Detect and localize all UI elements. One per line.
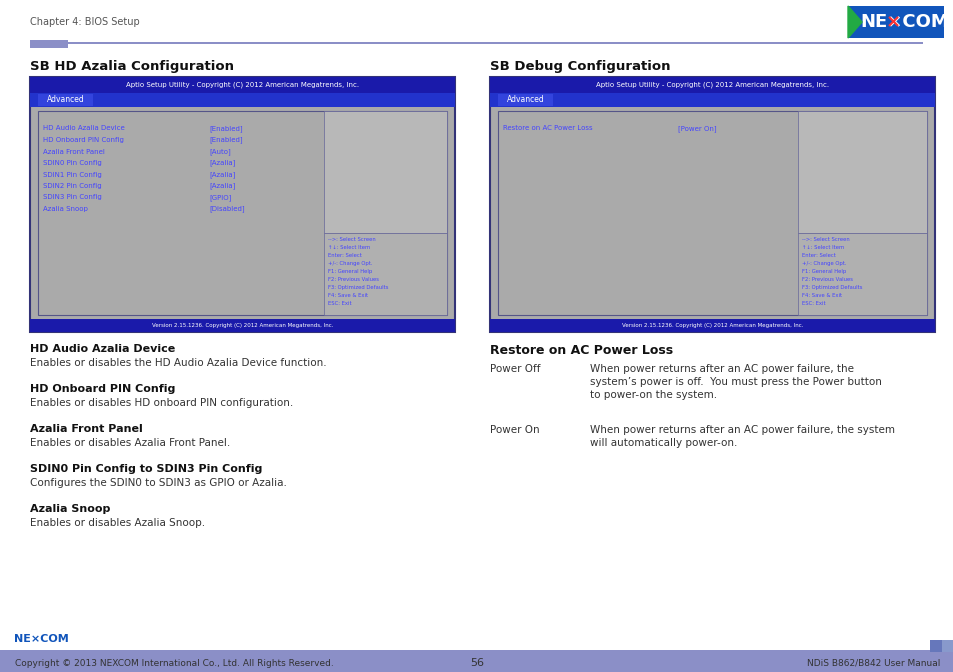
Text: -->: Select Screen: -->: Select Screen xyxy=(328,237,375,243)
Text: Power Off: Power Off xyxy=(490,364,540,374)
Text: [GPIO]: [GPIO] xyxy=(210,194,232,201)
Text: Restore on AC Power Loss: Restore on AC Power Loss xyxy=(490,344,673,357)
Bar xyxy=(38,111,447,315)
Text: SB HD Azalia Configuration: SB HD Azalia Configuration xyxy=(30,60,233,73)
Text: Advanced: Advanced xyxy=(506,95,544,105)
Bar xyxy=(30,40,68,48)
Text: [Enabled]: [Enabled] xyxy=(210,136,243,143)
Text: F3: Optimized Defaults: F3: Optimized Defaults xyxy=(801,286,862,290)
Bar xyxy=(30,77,455,332)
Text: ↑↓: Select Item: ↑↓: Select Item xyxy=(801,245,843,251)
Text: F1: General Help: F1: General Help xyxy=(328,269,373,274)
Text: [Azalia]: [Azalia] xyxy=(210,160,236,167)
Text: Azalia Snoop: Azalia Snoop xyxy=(43,206,88,212)
Text: NE×COM: NE×COM xyxy=(860,13,948,31)
Text: +/-: Change Opt.: +/-: Change Opt. xyxy=(801,261,846,266)
Text: HD Audio Azalia Device: HD Audio Azalia Device xyxy=(30,344,175,354)
Text: Version 2.15.1236. Copyright (C) 2012 American Megatrends, Inc.: Version 2.15.1236. Copyright (C) 2012 Am… xyxy=(621,323,802,328)
Text: HD Audio Azalia Device: HD Audio Azalia Device xyxy=(43,126,125,132)
Bar xyxy=(941,640,953,652)
Text: Enables or disables HD onboard PIN configuration.: Enables or disables HD onboard PIN confi… xyxy=(30,398,293,408)
Text: -->: Select Screen: -->: Select Screen xyxy=(801,237,849,243)
Text: NE×COM: NE×COM xyxy=(13,634,69,644)
Text: When power returns after an AC power failure, the system: When power returns after an AC power fai… xyxy=(589,425,894,435)
Text: Enables or disables Azalia Front Panel.: Enables or disables Azalia Front Panel. xyxy=(30,438,230,448)
Text: ESC: Exit: ESC: Exit xyxy=(801,302,825,306)
Bar xyxy=(929,640,941,652)
Text: will automatically power-on.: will automatically power-on. xyxy=(589,438,737,448)
Bar xyxy=(0,650,953,672)
Text: Chapter 4: BIOS Setup: Chapter 4: BIOS Setup xyxy=(30,17,139,27)
Bar xyxy=(38,94,92,106)
Bar xyxy=(490,77,934,332)
Bar xyxy=(10,630,71,648)
Text: Power On: Power On xyxy=(490,425,539,435)
Text: [Azalia]: [Azalia] xyxy=(210,183,236,190)
Bar xyxy=(798,233,926,315)
Text: Enables or disables Azalia Snoop.: Enables or disables Azalia Snoop. xyxy=(30,518,205,528)
Text: HD Onboard PIN Config: HD Onboard PIN Config xyxy=(43,137,124,143)
Text: SDIN0 Pin Config: SDIN0 Pin Config xyxy=(43,160,102,166)
Bar xyxy=(30,42,923,44)
Text: NDiS B862/B842 User Manual: NDiS B862/B842 User Manual xyxy=(806,659,939,667)
Text: SDIN1 Pin Config: SDIN1 Pin Config xyxy=(43,171,102,177)
Polygon shape xyxy=(847,6,862,38)
Text: F4: Save & Exit: F4: Save & Exit xyxy=(328,294,368,298)
Text: ESC: Exit: ESC: Exit xyxy=(328,302,352,306)
Text: Aptio Setup Utility - Copyright (C) 2012 American Megatrends, Inc.: Aptio Setup Utility - Copyright (C) 2012… xyxy=(596,82,828,88)
Text: 56: 56 xyxy=(470,658,483,668)
Text: Restore on AC Power Loss: Restore on AC Power Loss xyxy=(502,126,592,132)
Text: [Azalia]: [Azalia] xyxy=(210,171,236,178)
Bar xyxy=(847,6,943,38)
Text: HD Onboard PIN Config: HD Onboard PIN Config xyxy=(30,384,175,394)
Text: SDIN0 Pin Config to SDIN3 Pin Config: SDIN0 Pin Config to SDIN3 Pin Config xyxy=(30,464,262,474)
Text: Aptio Setup Utility - Copyright (C) 2012 American Megatrends, Inc.: Aptio Setup Utility - Copyright (C) 2012… xyxy=(126,82,358,88)
Bar xyxy=(497,94,553,106)
Text: Configures the SDIN0 to SDIN3 as GPIO or Azalia.: Configures the SDIN0 to SDIN3 as GPIO or… xyxy=(30,478,287,488)
Text: Azalia Snoop: Azalia Snoop xyxy=(30,504,111,514)
Bar xyxy=(30,93,455,107)
Text: [Enabled]: [Enabled] xyxy=(210,125,243,132)
Text: When power returns after an AC power failure, the: When power returns after an AC power fai… xyxy=(589,364,853,374)
Text: Azalia Front Panel: Azalia Front Panel xyxy=(43,149,105,155)
Bar xyxy=(798,111,926,233)
Bar xyxy=(30,319,455,332)
Bar xyxy=(490,319,934,332)
Text: F1: General Help: F1: General Help xyxy=(801,269,845,274)
Text: +/-: Change Opt.: +/-: Change Opt. xyxy=(328,261,373,266)
Text: Advanced: Advanced xyxy=(47,95,84,105)
Bar xyxy=(490,77,934,93)
Text: SDIN3 Pin Config: SDIN3 Pin Config xyxy=(43,194,102,200)
Text: Enables or disables the HD Audio Azalia Device function.: Enables or disables the HD Audio Azalia … xyxy=(30,358,326,368)
Bar xyxy=(30,77,455,93)
Text: [Power On]: [Power On] xyxy=(678,125,716,132)
Text: Azalia Front Panel: Azalia Front Panel xyxy=(30,424,143,434)
Text: to power-on the system.: to power-on the system. xyxy=(589,390,717,400)
Text: Enter: Select: Enter: Select xyxy=(801,253,835,259)
Text: F2: Previous Values: F2: Previous Values xyxy=(801,278,852,282)
Text: ×: × xyxy=(884,13,900,31)
Text: F2: Previous Values: F2: Previous Values xyxy=(328,278,379,282)
Text: [Auto]: [Auto] xyxy=(210,148,232,155)
Text: F4: Save & Exit: F4: Save & Exit xyxy=(801,294,841,298)
Text: F3: Optimized Defaults: F3: Optimized Defaults xyxy=(328,286,389,290)
Text: [Disabled]: [Disabled] xyxy=(210,206,245,212)
Text: Enter: Select: Enter: Select xyxy=(328,253,362,259)
Bar xyxy=(490,93,934,107)
Text: system’s power is off.  You must press the Power button: system’s power is off. You must press th… xyxy=(589,377,881,387)
Bar xyxy=(324,111,447,233)
Text: SDIN2 Pin Config: SDIN2 Pin Config xyxy=(43,183,102,189)
Text: ↑↓: Select Item: ↑↓: Select Item xyxy=(328,245,370,251)
Text: Version 2.15.1236. Copyright (C) 2012 American Megatrends, Inc.: Version 2.15.1236. Copyright (C) 2012 Am… xyxy=(152,323,333,328)
Bar xyxy=(324,233,447,315)
Text: Copyright © 2013 NEXCOM International Co., Ltd. All Rights Reserved.: Copyright © 2013 NEXCOM International Co… xyxy=(15,659,334,667)
Bar xyxy=(497,111,926,315)
Text: SB Debug Configuration: SB Debug Configuration xyxy=(490,60,670,73)
